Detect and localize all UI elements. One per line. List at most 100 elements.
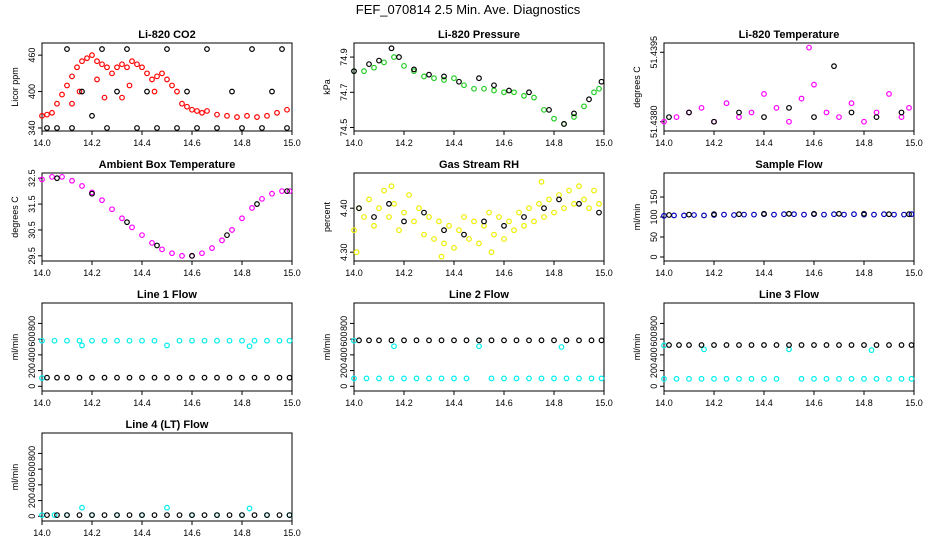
data-point	[104, 125, 110, 131]
panel-title: Line 3 Flow	[759, 289, 819, 301]
data-point	[189, 106, 195, 113]
data-point	[239, 337, 245, 344]
series-0	[351, 178, 602, 260]
data-point	[481, 218, 487, 225]
data-point	[861, 375, 867, 382]
data-point	[246, 343, 253, 350]
x-tick-label: 14.0	[655, 138, 673, 148]
data-point	[748, 375, 755, 382]
data-point	[214, 337, 220, 344]
data-point	[76, 337, 83, 344]
panel-line-2-flow: Line 2 Flow 14.0 14.2 14.4 14.6 14.8 15.0 0 2004…	[322, 289, 613, 408]
data-point	[811, 114, 817, 121]
data-point	[571, 200, 577, 207]
x-tick-label: 14.4	[133, 138, 151, 148]
data-point	[811, 375, 817, 382]
data-point	[189, 374, 195, 381]
data-point	[139, 232, 145, 239]
data-point	[711, 375, 717, 382]
data-point	[698, 342, 705, 348]
data-point	[401, 218, 407, 225]
data-point	[363, 375, 370, 382]
data-point	[541, 214, 547, 220]
data-point	[761, 375, 767, 382]
data-point	[286, 374, 293, 381]
data-point	[49, 173, 55, 180]
data-point	[513, 375, 520, 382]
y-tick-label: 150	[649, 189, 659, 204]
data-point	[201, 337, 208, 344]
data-point	[366, 61, 372, 68]
x-tick-label: 14.6	[495, 268, 513, 278]
panel-li-820-pressure: Li-820 Pressure 14.0 14.2 14.4 14.6 14.8 15.0 7…	[322, 29, 613, 148]
data-point	[736, 114, 742, 121]
series-1	[44, 512, 293, 519]
data-point	[736, 342, 742, 348]
data-point	[723, 342, 730, 348]
data-point	[76, 88, 83, 95]
data-point	[526, 337, 532, 344]
data-point	[244, 112, 250, 119]
data-point	[851, 211, 857, 218]
data-point	[596, 209, 602, 216]
data-point	[189, 512, 195, 519]
data-point	[886, 342, 892, 348]
data-point	[536, 200, 542, 207]
y-tick-label: 51.4380	[649, 105, 659, 138]
y-axis-label: degrees C	[632, 66, 642, 108]
y-tick-label: 0	[27, 384, 37, 389]
data-point	[139, 512, 145, 519]
data-point	[84, 55, 90, 62]
x-tick-label: 15.0	[905, 138, 923, 148]
data-point	[731, 212, 737, 218]
data-point	[388, 337, 395, 344]
data-point	[371, 222, 377, 229]
x-tick-label: 14.8	[855, 268, 873, 278]
data-point	[691, 212, 697, 218]
data-point	[906, 104, 912, 111]
x-tick-label: 14.2	[83, 398, 101, 408]
data-point	[351, 68, 357, 75]
data-point	[811, 342, 817, 348]
data-point	[54, 175, 60, 182]
data-point	[126, 337, 133, 344]
x-tick-label: 14.2	[83, 268, 101, 278]
data-point	[581, 196, 587, 203]
x-tick-label: 15.0	[905, 268, 923, 278]
data-point	[723, 100, 730, 107]
data-point	[821, 211, 827, 218]
data-point	[898, 342, 905, 348]
data-point	[488, 249, 495, 256]
data-point	[119, 215, 125, 222]
data-point	[254, 201, 260, 207]
data-point	[279, 188, 285, 195]
data-point	[786, 104, 792, 111]
data-point	[491, 231, 497, 238]
data-point	[501, 337, 507, 344]
data-point	[239, 125, 245, 131]
data-point	[786, 342, 792, 348]
series-1	[44, 46, 290, 131]
data-point	[848, 109, 855, 116]
data-point	[229, 88, 235, 95]
data-point	[666, 342, 672, 348]
data-point	[351, 227, 357, 234]
data-point	[666, 212, 672, 218]
series-1	[356, 337, 605, 344]
data-point	[823, 109, 830, 116]
data-point	[836, 342, 842, 348]
x-tick-label: 15.0	[283, 398, 301, 408]
data-point	[823, 342, 830, 348]
data-point	[476, 75, 482, 82]
data-point	[129, 58, 135, 65]
data-point	[224, 112, 230, 119]
data-point	[124, 64, 130, 71]
data-point	[686, 109, 692, 116]
data-point	[284, 125, 290, 131]
data-point	[421, 73, 427, 80]
data-point	[101, 337, 108, 344]
y-tick-label: 800	[27, 316, 37, 331]
data-point	[868, 347, 875, 354]
data-point	[353, 249, 360, 256]
